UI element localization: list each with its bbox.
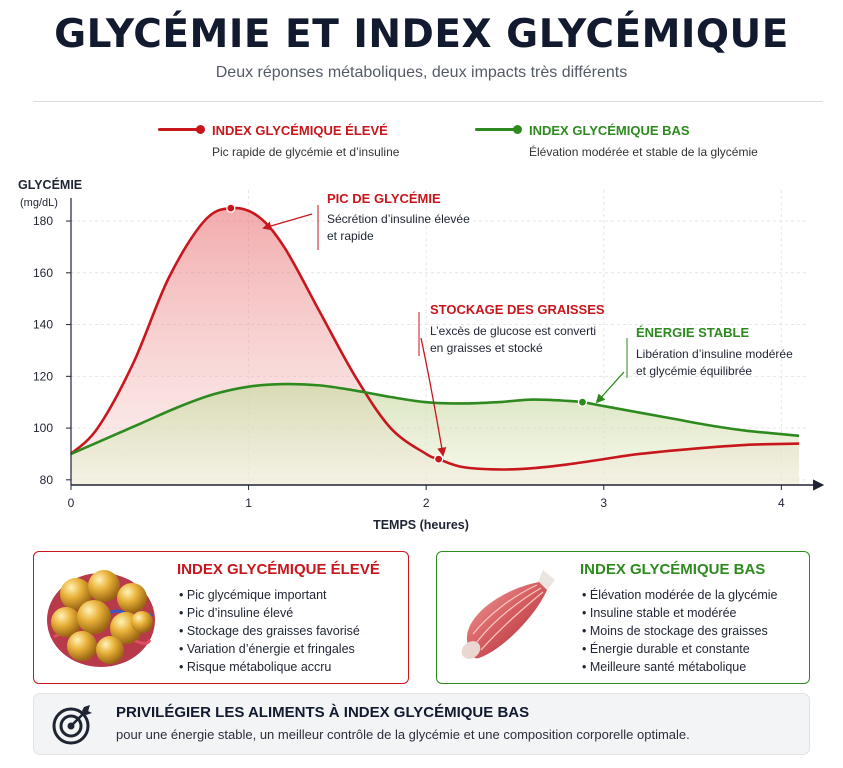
y-axis-unit: (mg/dL): [20, 197, 58, 209]
card-list: Élévation modérée de la glycémie Insulin…: [582, 586, 778, 676]
card-list: Pic glycémique important Pic d’insuline …: [179, 586, 360, 676]
annotation-fat-storage: STOCKAGE DES GRAISSES L’excès de glucose…: [418, 302, 605, 457]
list-item: Insuline stable et modérée: [582, 604, 777, 622]
annotation-arrow: [420, 337, 447, 457]
list-item: Pic d’insuline élevé: [179, 604, 360, 622]
chart-axes: [70, 198, 825, 491]
divider: [33, 101, 823, 102]
card-title: INDEX GLYCÉMIQUE ÉLEVÉ: [177, 561, 380, 578]
y-tick-label: 100: [33, 421, 53, 435]
list-item: Élévation modérée de la glycémie: [582, 586, 778, 604]
list-item: Risque métabolique accru: [179, 658, 360, 676]
card-title: INDEX GLYCÉMIQUE BAS: [580, 561, 766, 578]
annotation-peak: PIC DE GLYCÉMIE Sécrétion d’insuline éle…: [262, 191, 470, 250]
list-item: Énergie durable et constante: [582, 640, 777, 658]
annotation-arrow: [262, 213, 313, 231]
low-gi-line: [70, 382, 800, 456]
legend-title: INDEX GLYCÉMIQUE BAS: [529, 123, 690, 138]
y-axis-label: GLYCÉMIE: [18, 177, 82, 192]
legend-subtitle: Élévation modérée et stable de la glycém…: [529, 145, 758, 159]
list-item: Stockage des graisses favorisé: [179, 622, 360, 640]
chart-markers: [226, 203, 588, 464]
card-high-gi: INDEX GLYCÉMIQUE ÉLEVÉ Pic glycémique im…: [33, 551, 409, 684]
annotation-text: en graisses et stocké: [430, 341, 543, 355]
list-item: Pic glycémique important: [179, 586, 360, 604]
muscle-image: [461, 570, 555, 659]
annotation-text: L’excès de glucose est converti: [430, 324, 596, 338]
y-tick-label: 180: [33, 214, 53, 228]
annotation-text: Libération d’insuline modérée: [636, 347, 793, 361]
y-tick-label: 80: [40, 473, 54, 487]
x-tick-label: 3: [600, 496, 607, 510]
legend-title: INDEX GLYCÉMIQUE ÉLEVÉ: [212, 123, 388, 138]
data-point: [434, 454, 444, 464]
list-item: Variation d’énergie et fringales: [179, 640, 360, 658]
list-item: Moins de stockage des graisses: [582, 622, 777, 640]
x-tick-label: 2: [423, 496, 430, 510]
annotation-title: PIC DE GLYCÉMIE: [327, 191, 441, 206]
data-point: [226, 203, 236, 213]
legend-line-green: [475, 125, 522, 134]
high-gi-line: [70, 206, 800, 471]
page-subtitle: Deux réponses métaboliques, deux impacts…: [215, 64, 628, 81]
x-tick-label: 0: [68, 496, 75, 510]
annotation-text: Sécrétion d’insuline élevée: [327, 212, 470, 226]
banner-title: PRIVILÉGIER LES ALIMENTS À INDEX GLYCÉMI…: [116, 704, 530, 721]
x-axis-label: TEMPS (heures): [373, 518, 469, 532]
legend-subtitle: Pic rapide de glycémie et d’insuline: [212, 145, 400, 159]
x-tick-label: 4: [778, 496, 785, 510]
fat-cells-image: [47, 570, 155, 667]
annotation-title: STOCKAGE DES GRAISSES: [430, 302, 605, 317]
chart-ticks: 0 1 2 3 4 80 100 120 140 160 180: [33, 214, 785, 510]
target-icon: [52, 705, 92, 745]
y-tick-label: 120: [33, 369, 53, 383]
annotation-arrow: [595, 371, 625, 404]
data-point: [577, 397, 588, 407]
y-tick-label: 140: [33, 318, 53, 332]
annotation-title: ÉNERGIE STABLE: [636, 325, 749, 340]
page-title: GLYCÉMIE ET INDEX GLYCÉMIQUE: [54, 12, 789, 57]
y-tick-label: 160: [33, 266, 53, 280]
card-low-gi: INDEX GLYCÉMIQUE BAS Élévation modérée d…: [436, 551, 810, 684]
annotation-stable-energy: ÉNERGIE STABLE Libération d’insuline mod…: [595, 325, 793, 404]
annotation-text: et rapide: [327, 229, 374, 243]
legend-line-red: [158, 125, 205, 134]
annotation-text: et glycémie équilibrée: [636, 364, 752, 378]
list-item: Meilleure santé métabolique: [582, 658, 777, 676]
banner-subtitle: pour une énergie stable, un meilleur con…: [116, 727, 690, 742]
recommendation-banner: PRIVILÉGIER LES ALIMENTS À INDEX GLYCÉMI…: [33, 693, 810, 755]
x-tick-label: 1: [245, 496, 252, 510]
